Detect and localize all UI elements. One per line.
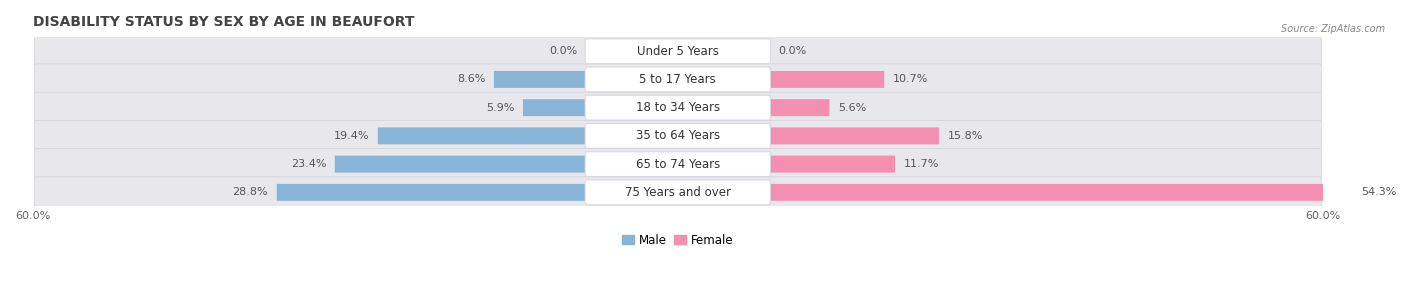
Text: 0.0%: 0.0% <box>550 46 578 56</box>
Text: 35 to 64 Years: 35 to 64 Years <box>636 130 720 142</box>
FancyBboxPatch shape <box>585 95 770 120</box>
FancyBboxPatch shape <box>523 99 586 116</box>
FancyBboxPatch shape <box>34 92 1322 123</box>
FancyBboxPatch shape <box>34 177 1322 208</box>
Text: 11.7%: 11.7% <box>904 159 939 169</box>
FancyBboxPatch shape <box>769 99 830 116</box>
FancyBboxPatch shape <box>494 71 586 88</box>
FancyBboxPatch shape <box>34 64 1322 95</box>
Text: 5.6%: 5.6% <box>838 103 866 113</box>
FancyBboxPatch shape <box>585 123 770 148</box>
FancyBboxPatch shape <box>585 67 770 92</box>
FancyBboxPatch shape <box>34 36 1322 67</box>
FancyBboxPatch shape <box>769 184 1353 201</box>
FancyBboxPatch shape <box>34 149 1322 180</box>
Text: 19.4%: 19.4% <box>333 131 370 141</box>
FancyBboxPatch shape <box>378 127 586 144</box>
Text: DISABILITY STATUS BY SEX BY AGE IN BEAUFORT: DISABILITY STATUS BY SEX BY AGE IN BEAUF… <box>32 15 415 29</box>
Text: 18 to 34 Years: 18 to 34 Years <box>636 101 720 114</box>
FancyBboxPatch shape <box>769 71 884 88</box>
FancyBboxPatch shape <box>769 156 896 173</box>
Text: 5 to 17 Years: 5 to 17 Years <box>640 73 716 86</box>
Text: 0.0%: 0.0% <box>778 46 806 56</box>
FancyBboxPatch shape <box>585 180 770 205</box>
Legend: Male, Female: Male, Female <box>617 229 738 251</box>
Text: 75 Years and over: 75 Years and over <box>624 186 731 199</box>
Text: 28.8%: 28.8% <box>232 187 269 197</box>
Text: 5.9%: 5.9% <box>486 103 515 113</box>
FancyBboxPatch shape <box>34 120 1322 151</box>
FancyBboxPatch shape <box>769 127 939 144</box>
Text: 65 to 74 Years: 65 to 74 Years <box>636 157 720 171</box>
FancyBboxPatch shape <box>585 39 770 64</box>
Text: 8.6%: 8.6% <box>457 74 485 85</box>
FancyBboxPatch shape <box>335 156 586 173</box>
FancyBboxPatch shape <box>585 152 770 177</box>
Text: 15.8%: 15.8% <box>948 131 983 141</box>
Text: 54.3%: 54.3% <box>1361 187 1398 197</box>
Text: 10.7%: 10.7% <box>893 74 928 85</box>
FancyBboxPatch shape <box>277 184 586 201</box>
Text: 23.4%: 23.4% <box>291 159 326 169</box>
Text: Under 5 Years: Under 5 Years <box>637 45 718 58</box>
Text: Source: ZipAtlas.com: Source: ZipAtlas.com <box>1281 24 1385 34</box>
